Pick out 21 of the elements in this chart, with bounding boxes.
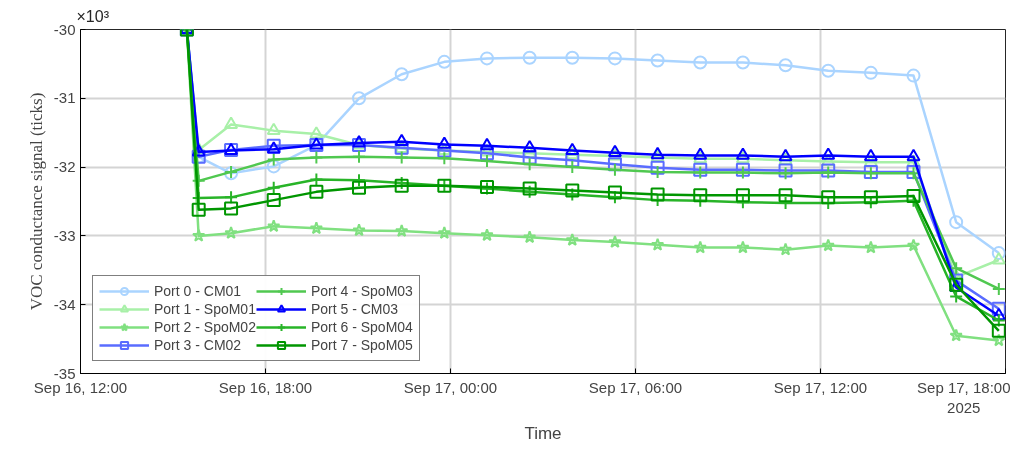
x-tick-label: Sep 17, 18:00 2025 [917, 378, 1011, 416]
x-tick-label: Sep 17, 00:00 [403, 378, 498, 396]
x-tick-label: Sep 16, 18:00 [218, 378, 313, 396]
y-tick-label: -30 [53, 20, 76, 38]
legend-label: Port 5 - CM03 [310, 300, 399, 318]
legend-label: Port 6 - SpoM04 [310, 318, 413, 336]
y-tick-label: -34 [53, 295, 76, 313]
legend-label: Port 3 - CM02 [154, 336, 242, 354]
x-tick-label: Sep 17, 06:00 [588, 378, 683, 396]
legend-label: Port 0 - CM01 [154, 282, 242, 300]
legend-label: Port 1 - SpoM01 [154, 300, 256, 318]
y-axis-title: VOC conductance signal (ticks) [26, 92, 46, 311]
y-tick-label: -32 [53, 158, 76, 176]
x-axis-title: Time [524, 423, 562, 443]
legend-label: Port 2 - SpoM02 [154, 318, 256, 336]
text: ×10³ [76, 7, 110, 25]
x-tick-label: Sep 17, 12:00 [773, 378, 868, 396]
y-tick-label: -31 [53, 89, 76, 107]
legend-label: Port 7 - SpoM05 [310, 336, 413, 354]
y-tick-label: -33 [53, 226, 76, 244]
legend-label: Port 4 - SpoM03 [310, 282, 413, 300]
